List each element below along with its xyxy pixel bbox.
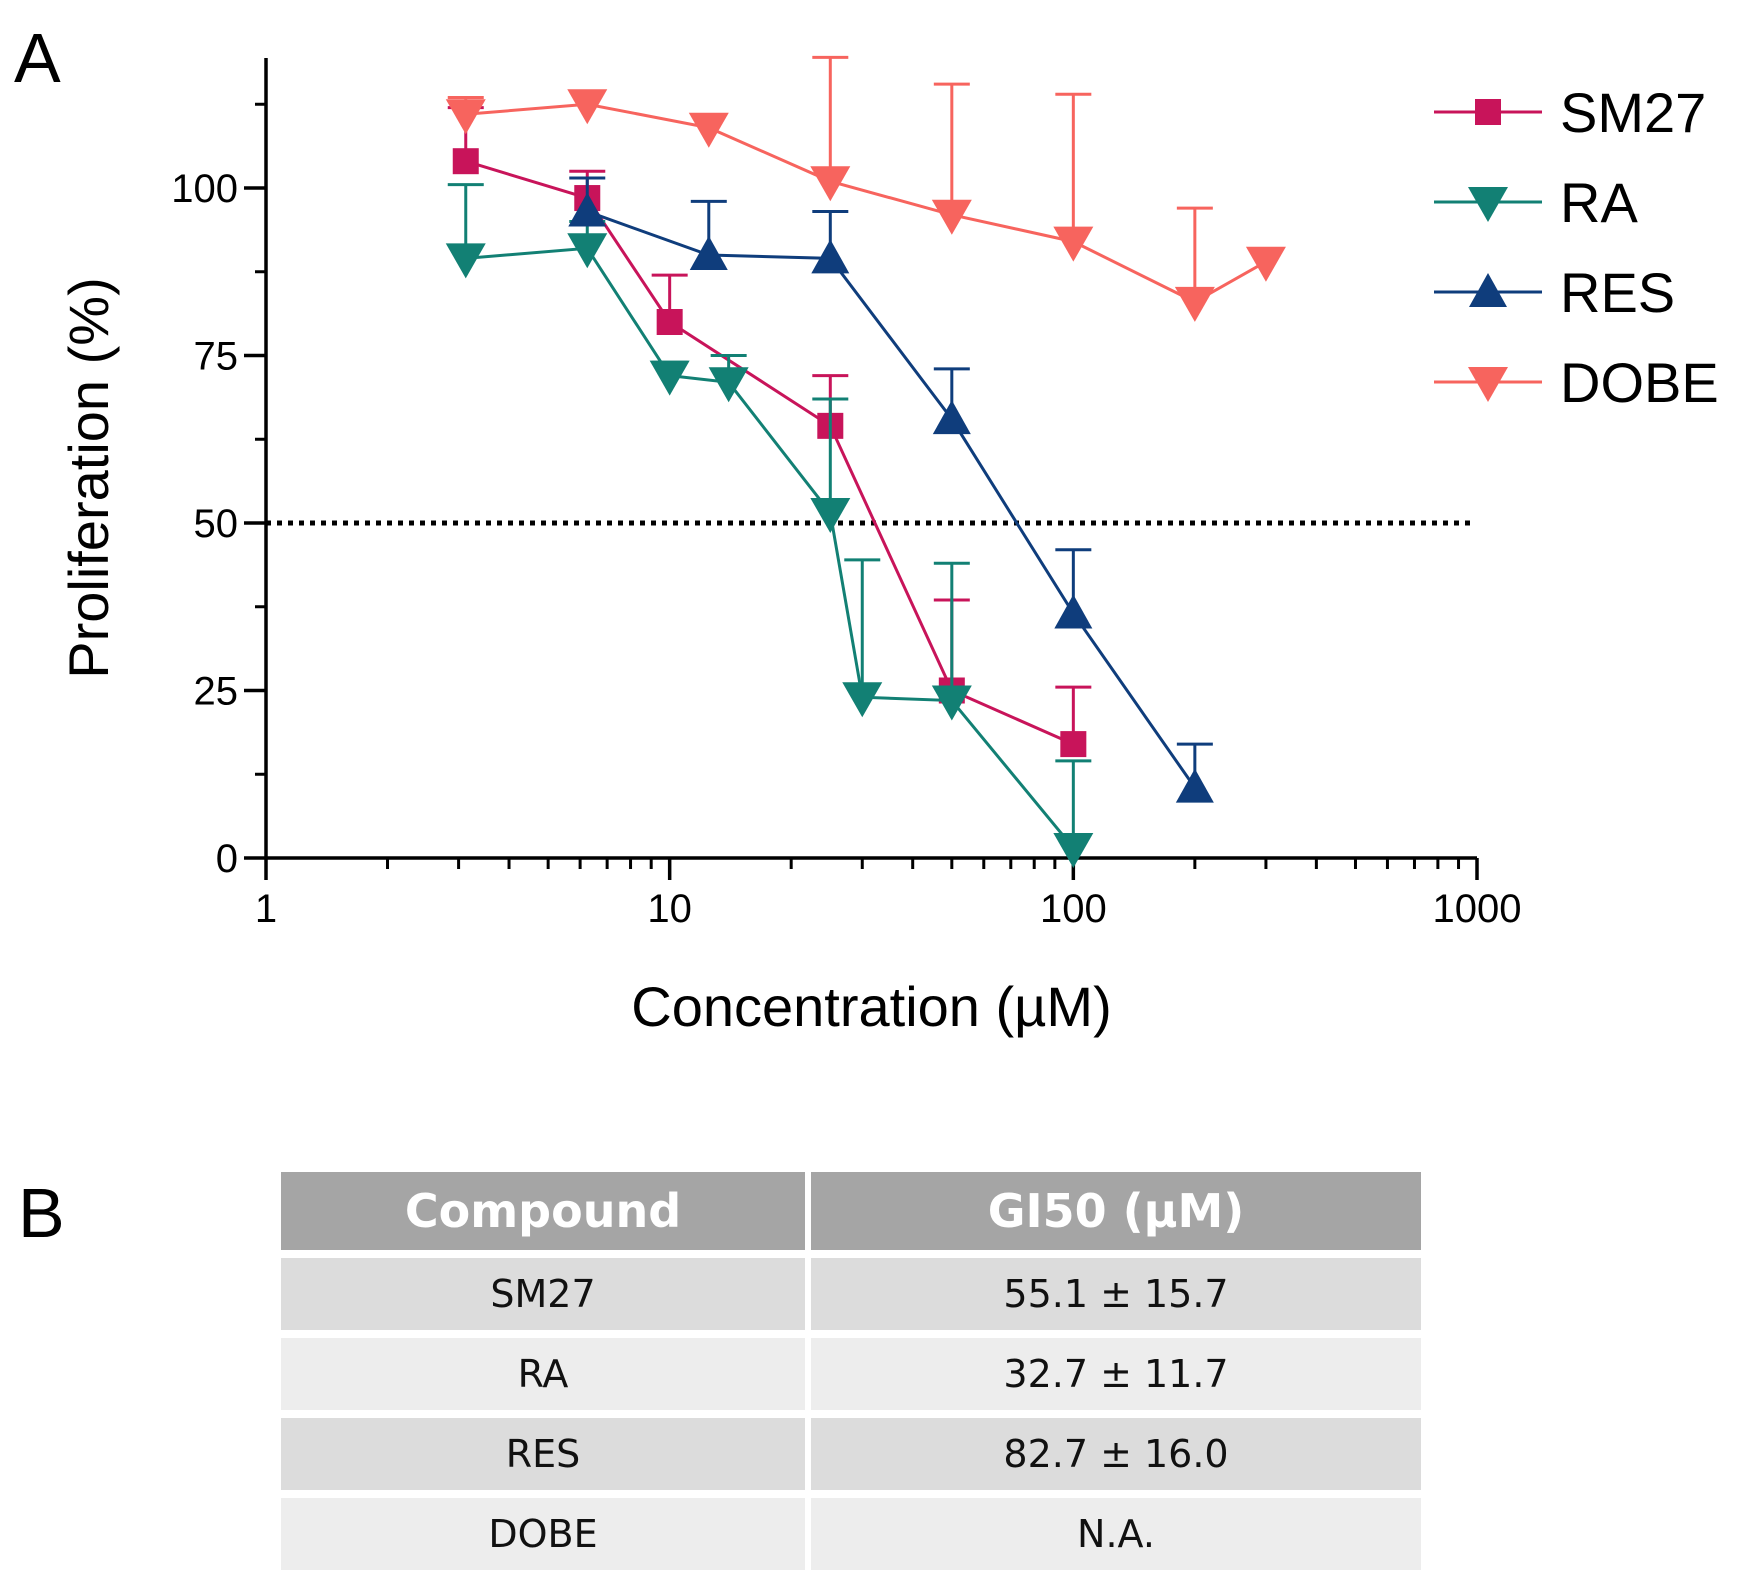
data-point-ra (842, 682, 883, 718)
cell-compound: RES (281, 1418, 805, 1490)
legend-item-ra: RA (1434, 171, 1638, 234)
table-row: SM27 55.1 ± 15.7 (281, 1258, 1421, 1330)
data-point-dobe (688, 112, 729, 148)
header-gi50: GI50 (µM) (811, 1172, 1421, 1250)
data-point-ra (567, 233, 608, 269)
data-point-dobe (445, 99, 486, 135)
table-row: RA 32.7 ± 11.7 (281, 1338, 1421, 1410)
series-line-dobe (465, 102, 1267, 304)
data-point-ra (649, 360, 690, 396)
legend-label-ra: RA (1560, 171, 1638, 234)
data-point-ra (445, 243, 486, 279)
header-compound: Compound (281, 1172, 805, 1250)
table-row: RES 82.7 ± 16.0 (281, 1418, 1421, 1490)
data-point-dobe (1174, 286, 1215, 322)
x-axis-title: Concentration (µM) (631, 975, 1111, 1038)
data-point-res (811, 239, 850, 274)
cell-gi50: 55.1 ± 15.7 (811, 1258, 1421, 1330)
data-point-ra (931, 685, 972, 721)
data-point-dobe (1053, 226, 1094, 262)
table-header-row: Compound GI50 (µM) (281, 1172, 1421, 1250)
cell-gi50: N.A. (811, 1498, 1421, 1570)
data-point-sm27 (452, 148, 479, 175)
data-point-dobe (567, 89, 608, 125)
y-tick-label: 0 (216, 837, 238, 881)
data-point-res (1175, 768, 1214, 803)
x-tick-label: 100 (1040, 887, 1107, 931)
legend-marker-res (1469, 273, 1507, 307)
cell-compound: RA (281, 1338, 805, 1410)
series-ra (445, 183, 1094, 868)
x-tick-label: 1000 (1433, 887, 1522, 931)
legend-marker-sm27 (1475, 99, 1501, 125)
data-point-ra (810, 497, 851, 533)
legend-label-dobe: DOBE (1560, 351, 1719, 414)
data-point-dobe (1245, 246, 1286, 282)
data-point-res (689, 236, 728, 270)
legend-label-sm27: SM27 (1560, 81, 1706, 144)
legend-marker-ra (1468, 187, 1508, 222)
series-line-res (586, 210, 1197, 789)
proliferation-chart: A 0 25 50 75 100 1 10 100 1000 Concentration (µM)… (14, 19, 1719, 1038)
legend-item-sm27: SM27 (1434, 81, 1706, 144)
data-point-res (932, 400, 971, 435)
cell-gi50: 32.7 ± 11.7 (811, 1338, 1421, 1410)
legend-label-res: RES (1560, 261, 1675, 324)
data-point-ra (1053, 832, 1094, 868)
data-point-ra (708, 367, 749, 403)
series-sm27 (447, 106, 1092, 758)
panel-b-label: B (18, 1174, 65, 1252)
table-row: DOBE N.A. (281, 1498, 1421, 1570)
panel-a-label: A (14, 19, 61, 97)
cell-compound: DOBE (281, 1498, 805, 1570)
legend-item-dobe: DOBE (1434, 351, 1719, 414)
x-tick-label: 1 (255, 887, 277, 931)
series-line-ra (465, 246, 1075, 849)
legend-item-res: RES (1434, 261, 1675, 324)
y-tick-label: 100 (171, 167, 238, 211)
legend-marker-dobe (1468, 367, 1508, 402)
series-dobe (445, 55, 1286, 322)
data-point-dobe (931, 199, 972, 235)
cell-gi50: 82.7 ± 16.0 (811, 1418, 1421, 1490)
cell-compound: SM27 (281, 1258, 805, 1330)
data-point-dobe (810, 166, 851, 202)
y-tick-label: 25 (194, 670, 239, 714)
data-point-sm27 (656, 309, 683, 335)
gi50-table: Compound GI50 (µM) SM27 55.1 ± 15.7 RA 3… (275, 1164, 1427, 1578)
data-point-res (568, 192, 607, 227)
data-point-res (1054, 594, 1093, 629)
y-tick-label: 75 (194, 335, 239, 379)
y-tick-label: 50 (194, 502, 239, 546)
series-line-sm27 (465, 159, 1074, 746)
y-axis-title: Proliferation (%) (57, 277, 120, 678)
series-res (568, 176, 1214, 803)
data-point-sm27 (1060, 731, 1087, 758)
x-tick-label: 10 (647, 887, 692, 931)
